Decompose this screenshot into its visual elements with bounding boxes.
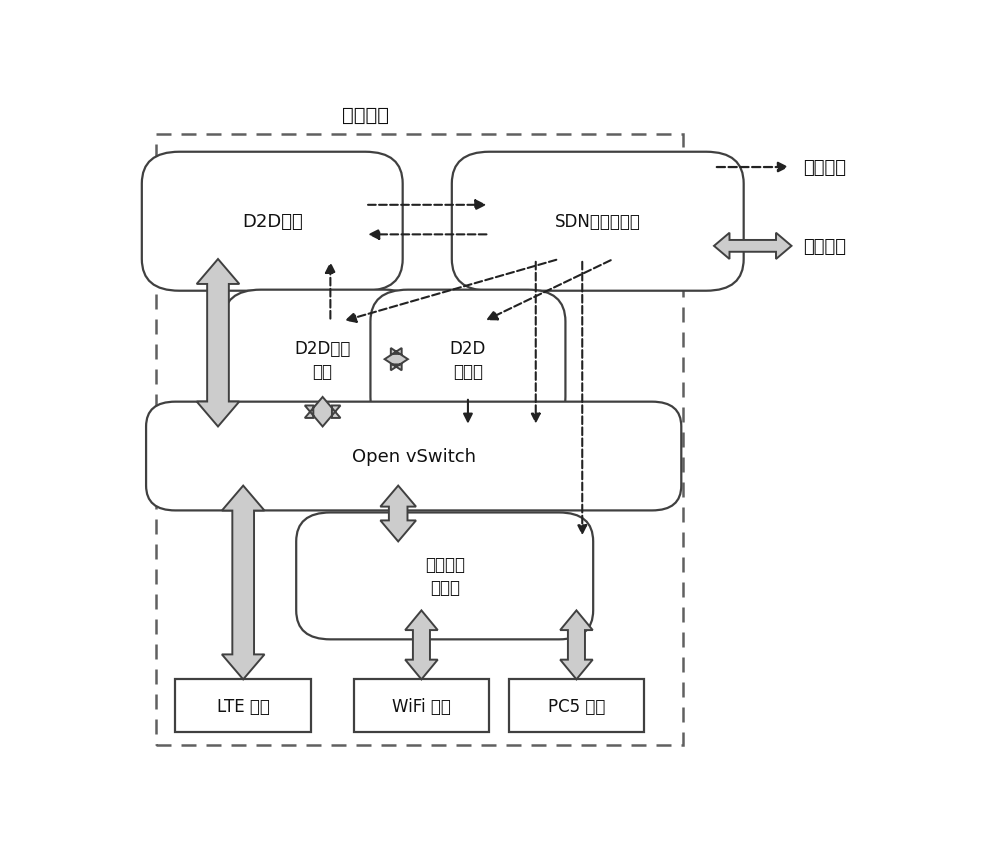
Bar: [354, 680, 489, 732]
FancyBboxPatch shape: [452, 153, 744, 291]
Text: Open vSwitch: Open vSwitch: [352, 447, 476, 465]
FancyBboxPatch shape: [223, 291, 422, 429]
Text: LTE 接口: LTE 接口: [217, 697, 270, 715]
Polygon shape: [405, 611, 438, 680]
Text: D2D应用: D2D应用: [242, 213, 303, 231]
Text: PC5 接口: PC5 接口: [548, 697, 605, 715]
Bar: [156, 135, 683, 746]
Text: 移动终端: 移动终端: [342, 106, 389, 125]
Bar: [509, 680, 644, 732]
Polygon shape: [380, 486, 416, 542]
FancyBboxPatch shape: [146, 402, 681, 511]
Text: SDN本地控制器: SDN本地控制器: [555, 213, 641, 231]
Polygon shape: [560, 611, 593, 680]
Polygon shape: [222, 486, 264, 680]
Text: 无线资源
映射器: 无线资源 映射器: [425, 556, 465, 596]
FancyBboxPatch shape: [296, 513, 593, 640]
Polygon shape: [714, 233, 792, 260]
Text: D2D应用
实体: D2D应用 实体: [294, 339, 351, 380]
Polygon shape: [197, 260, 239, 427]
Bar: [175, 680, 311, 732]
Text: WiFi 接口: WiFi 接口: [392, 697, 451, 715]
Text: 控制通道: 控制通道: [803, 158, 846, 177]
Polygon shape: [385, 348, 408, 371]
FancyBboxPatch shape: [142, 153, 403, 291]
Polygon shape: [305, 397, 340, 427]
Text: 数据通道: 数据通道: [803, 238, 846, 256]
FancyBboxPatch shape: [370, 291, 565, 429]
Text: D2D
服务器: D2D 服务器: [450, 339, 486, 380]
